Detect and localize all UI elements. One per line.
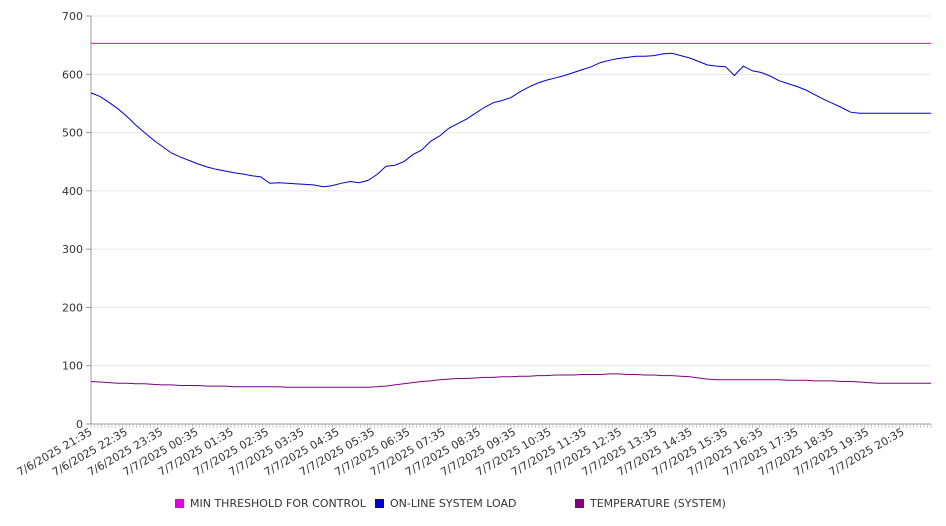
legend-label-min-threshold: MIN THRESHOLD FOR CONTROL	[190, 497, 366, 510]
series-line-temperature	[90, 373, 931, 388]
legend: MIN THRESHOLD FOR CONTROL ON-LINE SYSTEM…	[0, 497, 946, 515]
y-tick-label: 100	[62, 360, 83, 373]
legend-label-system-load: ON-LINE SYSTEM LOAD	[390, 497, 517, 510]
y-tick-label: 500	[62, 127, 83, 140]
series-line-system-load	[90, 52, 931, 188]
y-tick-label: 300	[62, 243, 83, 256]
y-tick-label: 700	[62, 10, 83, 23]
y-tick-label: 0	[76, 418, 83, 431]
legend-item-min-threshold: MIN THRESHOLD FOR CONTROL	[175, 497, 366, 510]
gridlines	[91, 15, 931, 367]
legend-swatch-system-load	[375, 499, 384, 508]
y-tick-label: 200	[62, 301, 83, 314]
legend-swatch-temperature	[575, 499, 584, 508]
y-tick-label: 600	[62, 68, 83, 81]
y-tick-label: 400	[62, 185, 83, 198]
x-axis: 7/6/2025 21:357/6/2025 22:357/6/2025 23:…	[15, 423, 932, 479]
y-axis: 0 100 200 300 400 500 600 700	[62, 10, 92, 431]
legend-item-temperature: TEMPERATURE (SYSTEM)	[575, 497, 726, 510]
legend-swatch-min-threshold	[175, 499, 184, 508]
legend-label-temperature: TEMPERATURE (SYSTEM)	[590, 497, 726, 510]
legend-item-system-load: ON-LINE SYSTEM LOAD	[375, 497, 516, 510]
series-layer	[90, 42, 931, 388]
